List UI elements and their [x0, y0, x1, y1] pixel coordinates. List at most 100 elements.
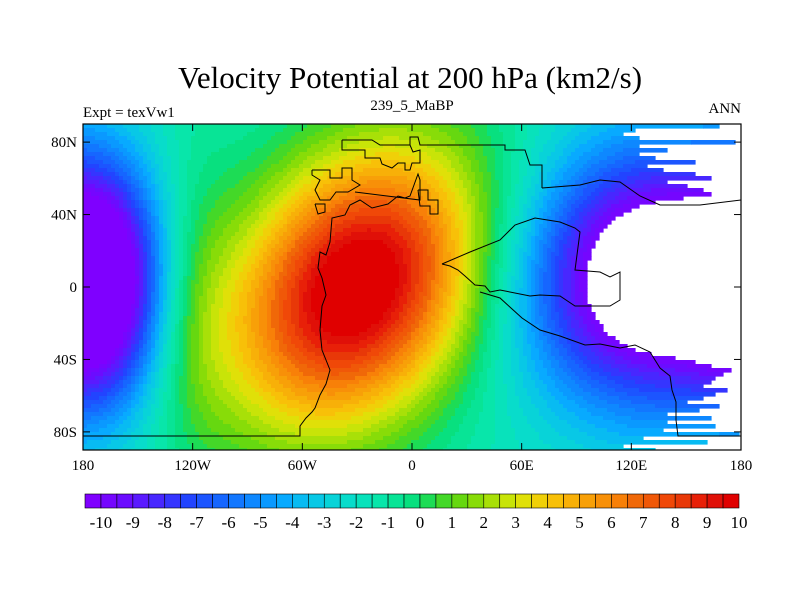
field-cell — [439, 332, 448, 337]
field-cell — [187, 432, 200, 437]
field-cell — [579, 212, 588, 217]
field-cell — [191, 364, 200, 369]
field-cell — [191, 264, 196, 269]
field-cell — [607, 428, 664, 433]
field-cell — [391, 376, 400, 381]
field-cell — [263, 244, 268, 249]
field-cell — [135, 392, 144, 397]
field-cell — [431, 380, 440, 385]
field-cell — [483, 224, 488, 229]
field-cell — [575, 328, 584, 333]
field-cell — [439, 236, 444, 241]
field-cell — [515, 188, 524, 193]
field-cell — [131, 304, 136, 309]
field-cell — [243, 372, 252, 377]
field-cell — [275, 204, 284, 209]
field-cell — [523, 328, 528, 333]
field-cell — [483, 276, 488, 281]
field-cell — [631, 372, 660, 377]
field-cell — [163, 208, 168, 213]
field-cell — [575, 380, 588, 385]
colorbar-swatch — [579, 493, 596, 509]
field-cell — [351, 396, 372, 401]
field-cell — [571, 356, 580, 361]
field-cell — [451, 400, 464, 405]
field-cell — [395, 308, 404, 313]
field-cell — [179, 352, 184, 357]
field-cell — [147, 196, 152, 201]
field-cell — [527, 168, 536, 173]
field-cell — [155, 316, 160, 321]
field-cell — [519, 212, 524, 217]
field-cell — [575, 200, 584, 205]
field-cell — [423, 344, 428, 349]
field-cell — [83, 148, 88, 153]
field-cell — [435, 224, 440, 229]
field-cell — [143, 340, 148, 345]
field-cell — [535, 204, 544, 209]
field-cell — [215, 224, 228, 229]
field-cell — [207, 400, 224, 405]
field-cell — [147, 300, 152, 305]
field-cell — [459, 292, 464, 297]
field-cell — [427, 384, 436, 389]
field-cell — [283, 260, 292, 265]
field-cell — [291, 292, 300, 297]
field-cell — [431, 340, 436, 345]
field-cell — [511, 336, 516, 341]
field-cell — [259, 312, 268, 317]
field-cell — [483, 252, 492, 257]
field-cell — [139, 352, 144, 357]
field-cell — [483, 312, 488, 317]
field-cell — [519, 208, 524, 213]
field-cell — [219, 372, 232, 377]
field-cell — [111, 408, 120, 413]
field-cell — [555, 292, 560, 297]
field-cell — [83, 216, 120, 221]
field-cell — [555, 144, 568, 149]
field-cell — [135, 284, 140, 289]
field-cell — [563, 148, 576, 153]
field-cell — [563, 220, 568, 225]
field-cell — [591, 124, 616, 129]
field-cell — [127, 232, 132, 237]
field-cell — [527, 304, 532, 309]
field-cell — [383, 312, 392, 317]
field-cell — [239, 224, 252, 229]
field-cell — [123, 360, 128, 365]
field-cell — [443, 280, 448, 285]
field-cell — [499, 312, 508, 317]
field-cell — [163, 228, 168, 233]
field-cell — [431, 256, 436, 261]
field-cell — [279, 248, 288, 253]
field-cell — [155, 392, 160, 397]
field-cell — [243, 176, 260, 181]
field-cell — [479, 192, 488, 197]
field-cell — [167, 188, 176, 193]
field-cell — [503, 344, 512, 349]
field-cell — [311, 404, 344, 409]
field-cell — [119, 348, 124, 353]
field-cell — [575, 244, 584, 249]
field-cell — [435, 396, 444, 401]
field-cell — [227, 312, 240, 317]
field-cell — [279, 260, 284, 265]
field-cell — [203, 328, 212, 333]
field-cell — [579, 376, 592, 381]
field-cell — [467, 172, 476, 177]
field-cell — [615, 412, 668, 417]
field-cell — [315, 284, 400, 289]
field-cell — [263, 408, 280, 413]
field-cell — [347, 440, 376, 445]
field-cell — [495, 216, 504, 221]
field-cell — [127, 364, 132, 369]
field-cell — [267, 180, 280, 185]
field-cell — [627, 176, 652, 181]
field-cell — [487, 372, 496, 377]
field-cell — [291, 256, 300, 261]
field-cell — [531, 200, 536, 205]
field-cell — [211, 404, 228, 409]
field-cell — [483, 408, 496, 413]
field-cell — [211, 228, 224, 233]
